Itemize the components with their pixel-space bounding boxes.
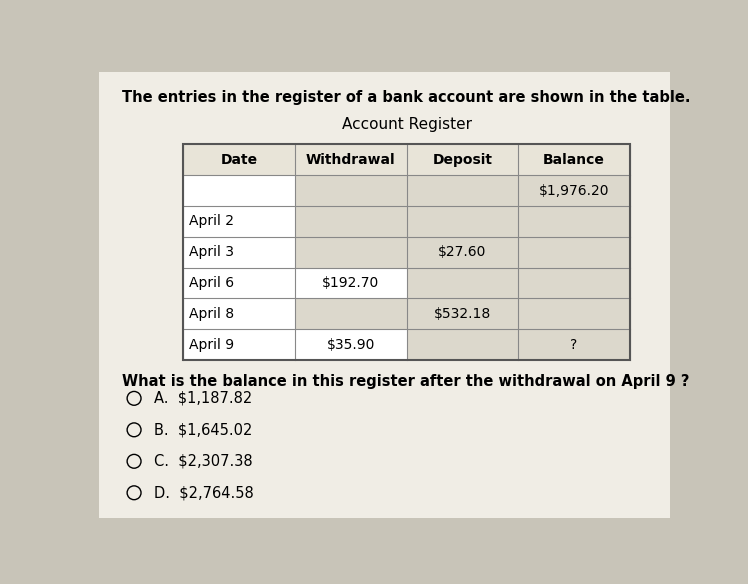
FancyBboxPatch shape <box>183 144 630 360</box>
Text: What is the balance in this register after the withdrawal on April 9 ?: What is the balance in this register aft… <box>123 374 690 388</box>
Text: D.  $2,764.58: D. $2,764.58 <box>154 485 254 500</box>
Text: April 6: April 6 <box>189 276 234 290</box>
Text: $35.90: $35.90 <box>327 338 375 352</box>
Text: B.  $1,645.02: B. $1,645.02 <box>154 422 253 437</box>
Text: Balance: Balance <box>543 152 605 166</box>
Text: $1,976.20: $1,976.20 <box>539 183 609 197</box>
Text: The entries in the register of a bank account are shown in the table.: The entries in the register of a bank ac… <box>123 91 691 105</box>
FancyBboxPatch shape <box>407 298 518 329</box>
FancyBboxPatch shape <box>295 206 407 237</box>
Text: Withdrawal: Withdrawal <box>306 152 396 166</box>
Text: A.  $1,187.82: A. $1,187.82 <box>154 391 253 406</box>
FancyBboxPatch shape <box>518 175 630 206</box>
FancyBboxPatch shape <box>518 267 630 298</box>
FancyBboxPatch shape <box>99 72 670 517</box>
FancyBboxPatch shape <box>407 237 518 267</box>
Text: $192.70: $192.70 <box>322 276 379 290</box>
FancyBboxPatch shape <box>518 237 630 267</box>
Text: April 3: April 3 <box>189 245 234 259</box>
FancyBboxPatch shape <box>518 329 630 360</box>
FancyBboxPatch shape <box>407 175 518 206</box>
Text: Account Register: Account Register <box>342 117 471 133</box>
FancyBboxPatch shape <box>295 237 407 267</box>
FancyBboxPatch shape <box>183 144 630 175</box>
FancyBboxPatch shape <box>407 267 518 298</box>
Text: C.  $2,307.38: C. $2,307.38 <box>154 454 253 469</box>
Text: $532.18: $532.18 <box>434 307 491 321</box>
FancyBboxPatch shape <box>518 298 630 329</box>
Text: April 9: April 9 <box>189 338 234 352</box>
FancyBboxPatch shape <box>518 206 630 237</box>
Text: ?: ? <box>570 338 577 352</box>
FancyBboxPatch shape <box>407 206 518 237</box>
Text: $27.60: $27.60 <box>438 245 486 259</box>
Text: Deposit: Deposit <box>432 152 492 166</box>
FancyBboxPatch shape <box>407 329 518 360</box>
Text: April 8: April 8 <box>189 307 234 321</box>
Text: April 2: April 2 <box>189 214 234 228</box>
FancyBboxPatch shape <box>295 175 407 206</box>
Text: Date: Date <box>221 152 258 166</box>
FancyBboxPatch shape <box>295 298 407 329</box>
